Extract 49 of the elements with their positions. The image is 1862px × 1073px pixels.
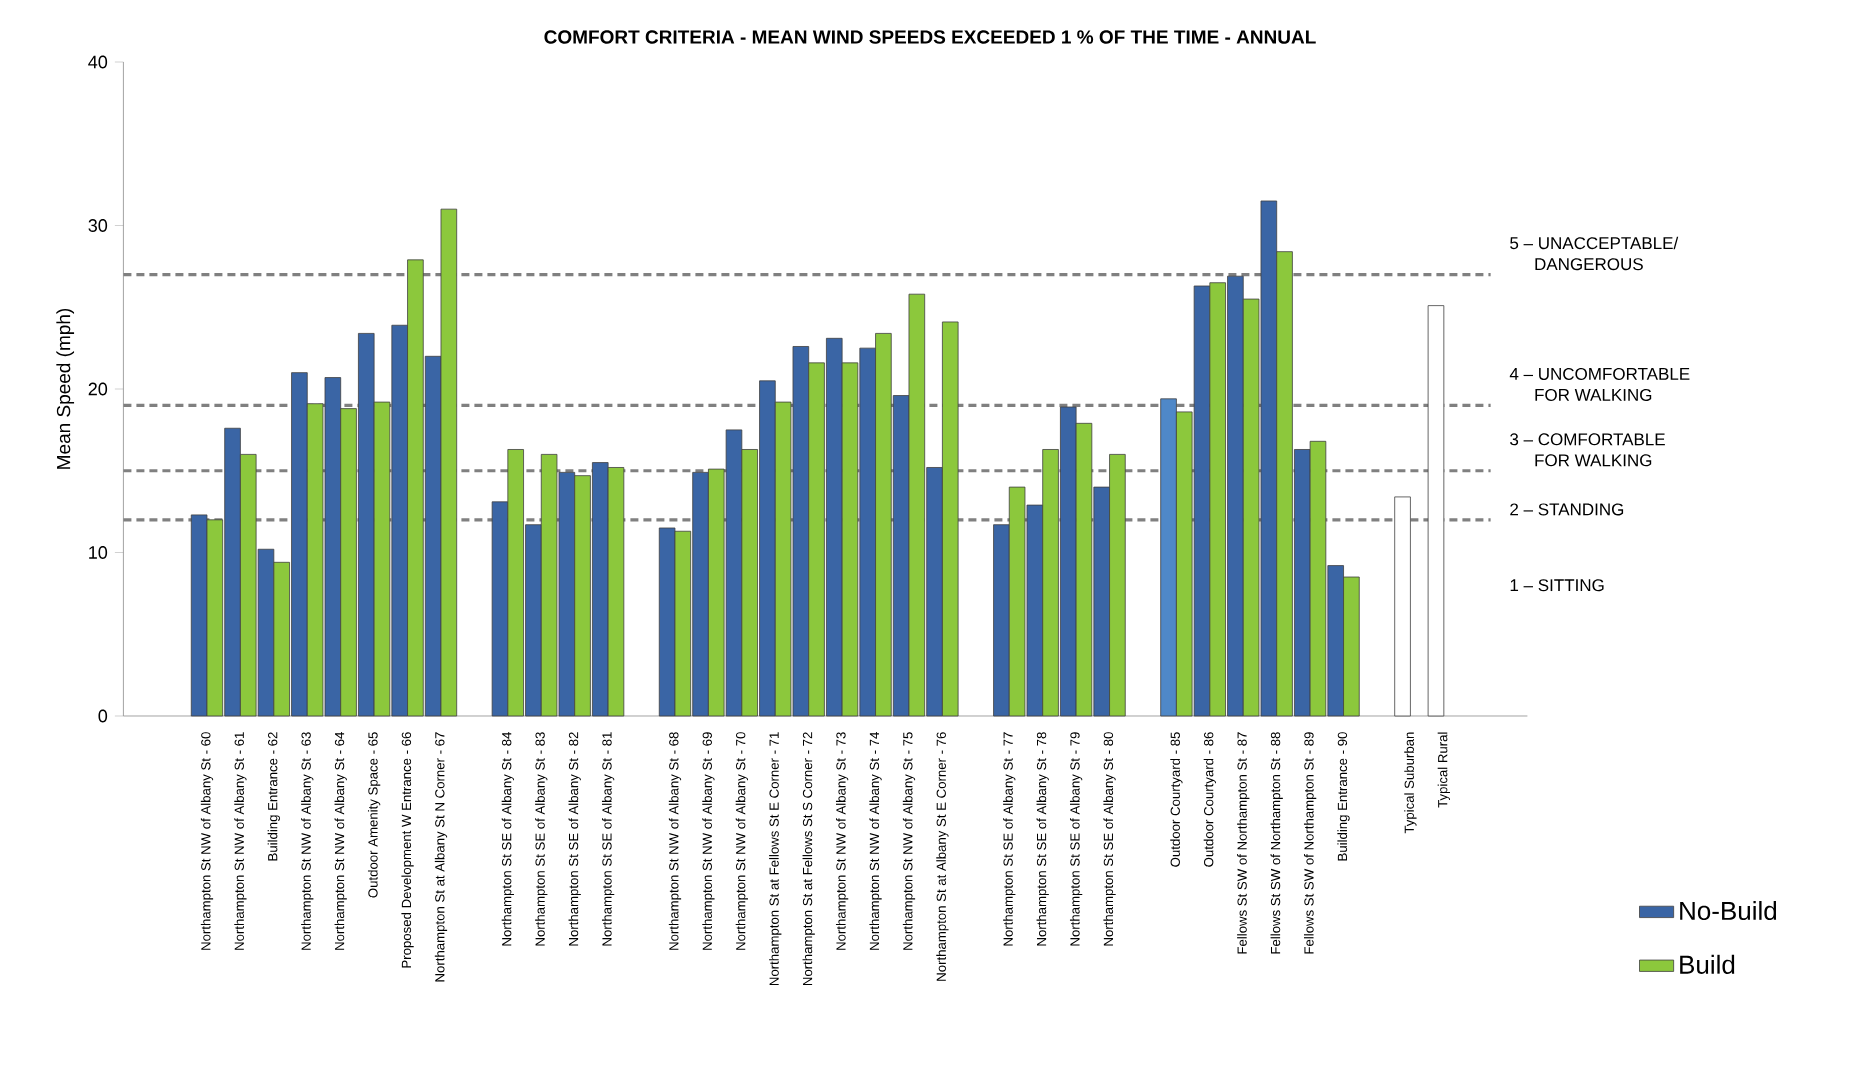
x-tick-label: Northampton St NW of Albany St - 73 — [835, 732, 849, 950]
x-tick-label: Building Entrance - 62 — [267, 732, 280, 861]
x-tick-label: Northampton St SE of Albany St - 78 — [1036, 732, 1049, 946]
x-tick-label: Typical Suburban — [1404, 732, 1417, 834]
x-tick-label: Northampton St SE of Albany St - 77 — [1003, 732, 1016, 946]
y-tick-label: 10 — [89, 546, 108, 559]
x-tick-label: Typical Rural — [1437, 732, 1450, 808]
x-tick-label: Proposed Development W Entrance - 66 — [401, 732, 414, 968]
x-tick-label: Outdoor Amenity Space - 65 — [367, 732, 381, 898]
x-tick-label: Northampton St SE of Albany St - 79 — [1069, 732, 1083, 946]
x-tick-label: Northampton St SE of Albany St - 82 — [568, 732, 581, 946]
x-tick-label: Northampton St at Fellows St E Corner - 71 — [769, 732, 782, 986]
x-tick-label: Northampton St at Fellows St S Corner - 72 — [802, 732, 815, 986]
x-tick-label: Fellows St SW of Northampton St - 88 — [1270, 732, 1283, 954]
x-tick-label: Northampton St NW of Albany St - 61 — [234, 732, 247, 950]
ref-line-label: 4 – UNCOMFORTABLE FOR WALKING — [1509, 367, 1690, 401]
y-axis-title: Mean Speed (mph) — [56, 308, 75, 469]
ref-line-label: 5 – UNACCEPTABLE/ DANGEROUS — [1510, 236, 1679, 271]
x-tick-label: Northampton St SE of Albany St - 83 — [535, 732, 548, 946]
y-tick-label: 0 — [98, 709, 108, 723]
annotation: 1 – SITTING — [1510, 579, 1604, 592]
x-tick-label: Northampton St NW of Albany St - 60 — [200, 732, 214, 950]
chart-title: COMFORT CRITERIA - MEAN WIND SPEEDS EXCEEDED 1 % OF THE TIME - ANNUAL — [544, 30, 1316, 44]
x-tick-label: Northampton St SE of Albany St - 84 — [501, 732, 514, 946]
y-tick-label: 20 — [88, 382, 108, 396]
x-tick-label: Northampton St at Albany St N Corner - 67 — [434, 732, 448, 982]
x-tick-label: Fellows St SW of Northampton St - 89 — [1303, 732, 1317, 954]
legend-label: No-Build — [1680, 900, 1777, 921]
x-tick-label: Northampton St NW of Albany St - 68 — [668, 732, 682, 950]
bar — [1394, 496, 1411, 717]
y-tick-label: 30 — [88, 219, 108, 232]
x-tick-label: Northampton St at Albany St E Corner - 76 — [936, 732, 949, 981]
x-tick-label: Outdoor Courtyard - 86 — [1203, 732, 1216, 867]
ref-line-label: 2 – STANDING — [1510, 503, 1624, 516]
y-tick-label: 40 — [88, 55, 108, 69]
x-tick-label: Building Entrance - 90 — [1337, 732, 1350, 861]
ref-line-label: 3 – COMFORTABLE FOR WALKING — [1510, 433, 1665, 467]
bar — [1427, 305, 1445, 717]
x-tick-label: Northampton St SE of Albany St - 80 — [1103, 732, 1116, 946]
x-tick-label: Northampton St SE of Albany St - 81 — [601, 732, 615, 946]
x-tick-label: Northampton St NW of Albany St - 63 — [301, 732, 314, 950]
x-tick-label: Fellows St SW of Northampton St - 87 — [1237, 732, 1250, 954]
x-tick-label: Northampton St NW of Albany St - 74 — [869, 732, 882, 950]
x-tick-label: Outdoor Courtyard - 85 — [1170, 732, 1183, 867]
x-tick-label: Northampton St NW of Albany St - 75 — [902, 732, 916, 950]
x-tick-label: Northampton St NW of Albany St - 64 — [334, 732, 347, 950]
x-tick-label: Northampton St NW of Albany St - 70 — [735, 732, 748, 950]
x-tick-label: Northampton St NW of Albany St - 69 — [702, 732, 715, 950]
legend-label: Build — [1680, 954, 1735, 974]
